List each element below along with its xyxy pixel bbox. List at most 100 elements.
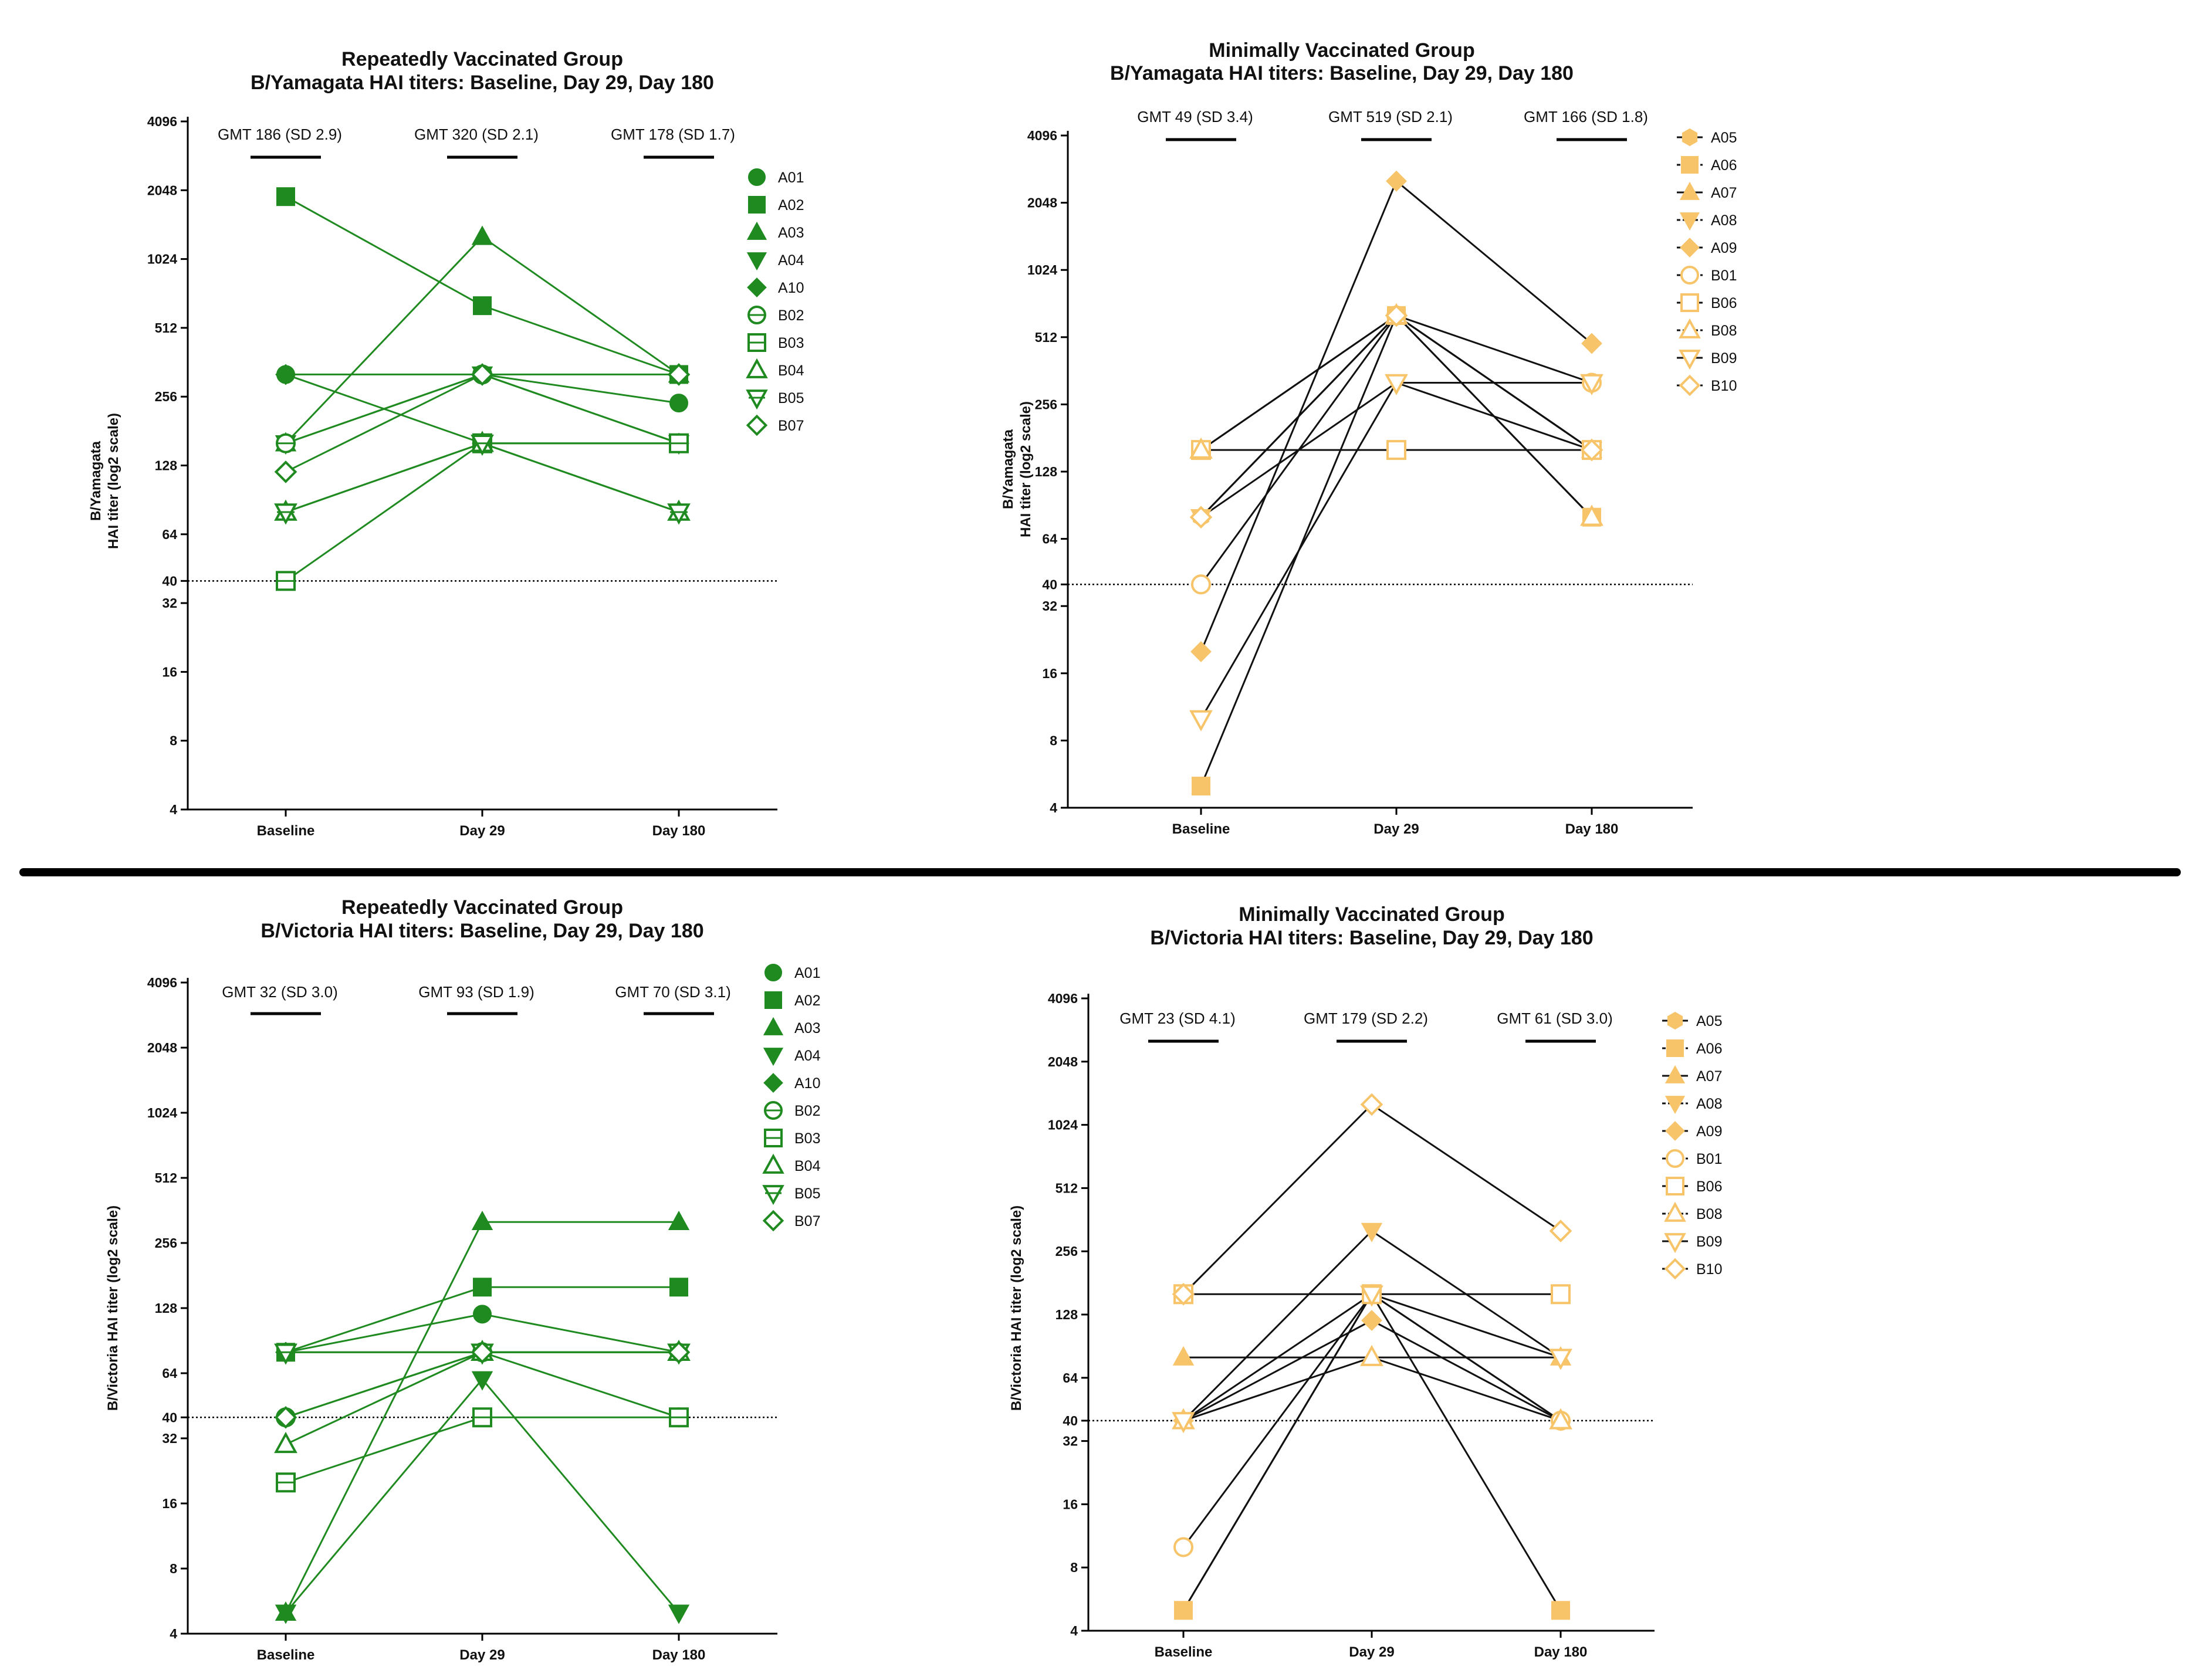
- legend-marker-A04: [763, 1048, 784, 1066]
- gmt-label: GMT 320 (SD 2.1): [414, 126, 539, 143]
- legend-label: B02: [794, 1103, 820, 1119]
- y-tick-label: 8: [170, 1561, 177, 1576]
- legend-label: B10: [1711, 378, 1737, 394]
- data-point-B09: [1172, 1412, 1195, 1434]
- y-tick-label: 32: [162, 595, 177, 611]
- legend-marker-A02: [748, 196, 766, 214]
- legend-marker-B08: [1679, 318, 1701, 338]
- y-tick-label: 2048: [1027, 195, 1057, 211]
- legend-label: B10: [1696, 1261, 1722, 1278]
- data-point-B09: [1360, 1285, 1383, 1307]
- x-tick-label: Day 180: [652, 823, 706, 839]
- legend-label: A04: [794, 1048, 821, 1064]
- y-tick-label: 40: [162, 1410, 177, 1425]
- data-point-A01: [473, 1305, 492, 1324]
- gmt-label: GMT 179 (SD 2.2): [1304, 1010, 1428, 1027]
- data-point-B06: [1551, 1284, 1571, 1305]
- legend-marker-A06: [1666, 1039, 1684, 1057]
- y-axis-label: B/Victoria HAI titer (log2 scale): [105, 1205, 121, 1411]
- data-point-A06: [1192, 777, 1210, 796]
- legend-label: B06: [1711, 295, 1737, 311]
- data-point-B08: [1580, 504, 1603, 526]
- y-tick-label: 512: [1055, 1180, 1078, 1195]
- legend-label: B02: [778, 307, 804, 324]
- y-tick-label: 4096: [147, 114, 177, 129]
- data-point-A04: [471, 1371, 493, 1391]
- legend-marker-A05: [1667, 1011, 1683, 1030]
- y-tick-label: 2048: [1048, 1054, 1078, 1069]
- legend-label: B08: [1711, 323, 1737, 339]
- y-tick-label: 2048: [147, 182, 177, 198]
- data-point-B05: [471, 434, 494, 456]
- legend-label: A10: [794, 1075, 820, 1092]
- y-tick-label: 64: [1042, 531, 1057, 547]
- data-point-A07: [1172, 1346, 1195, 1366]
- y-axis-label-line: B/Victoria HAI titer (log2 scale): [1009, 1205, 1024, 1411]
- data-point-B01: [1173, 1537, 1193, 1557]
- legend-marker-A10: [747, 277, 767, 297]
- legend-label: A06: [1696, 1041, 1722, 1057]
- data-point-B07: [471, 363, 494, 386]
- y-tick-label: 128: [1035, 464, 1058, 479]
- y-tick-label: 256: [1055, 1244, 1078, 1259]
- data-point-A04: [275, 1604, 297, 1624]
- data-point-A09: [1386, 170, 1407, 192]
- y-tick-label: 128: [155, 1300, 178, 1316]
- y-axis-label-line: B/Victoria HAI titer (log2 scale): [105, 1205, 121, 1411]
- legend-marker-A09: [1665, 1121, 1685, 1141]
- legend-marker-A07: [1665, 1065, 1686, 1083]
- y-tick-label: 128: [1055, 1307, 1078, 1322]
- y-tick-label: 256: [1035, 397, 1057, 412]
- y-tick-label: 64: [162, 527, 177, 542]
- legend-label: B06: [1696, 1178, 1722, 1195]
- legend-marker-A04: [746, 252, 767, 271]
- legend-label: A02: [794, 993, 820, 1009]
- data-point-A09: [1581, 333, 1602, 354]
- data-point-A09: [1361, 1310, 1382, 1331]
- legend-label: B03: [778, 335, 804, 351]
- y-axis-label-line: B/Yamagata: [88, 441, 104, 521]
- y-tick-label: 4096: [147, 975, 177, 990]
- legend-label: A10: [778, 280, 804, 296]
- data-point-B05: [274, 503, 297, 525]
- y-axis-label-line: HAI titer (log2 scale): [1018, 401, 1034, 537]
- gmt-label: GMT 61 (SD 3.0): [1497, 1010, 1612, 1027]
- legend-marker-B04: [746, 358, 768, 378]
- chart-subtitle: B/Yamagata HAI titers: Baseline, Day 29,…: [251, 72, 714, 94]
- data-point-B09: [1549, 1349, 1572, 1370]
- data-point-B05: [274, 1343, 297, 1365]
- y-tick-label: 40: [162, 573, 177, 588]
- y-tick-label: 8: [1050, 733, 1057, 748]
- y-tick-label: 64: [162, 1366, 177, 1381]
- legend-label: A09: [1711, 240, 1737, 256]
- x-tick-label: Day 29: [1373, 821, 1419, 837]
- data-point-A02: [473, 296, 492, 316]
- x-tick-label: Day 180: [652, 1647, 706, 1663]
- data-point-B05: [667, 503, 691, 525]
- gmt-label: GMT 32 (SD 3.0): [222, 983, 337, 1001]
- legend-marker-B06: [1680, 293, 1699, 312]
- legend-label: A08: [1711, 212, 1737, 229]
- gmt-label: GMT 70 (SD 3.1): [615, 983, 730, 1001]
- data-point-B09: [1580, 374, 1603, 395]
- data-point-B10: [1385, 304, 1408, 327]
- y-tick-label: 4: [1050, 800, 1057, 815]
- legend-label: B07: [778, 418, 804, 434]
- y-axis-label-line: HAI titer (log2 scale): [106, 413, 121, 549]
- y-tick-label: 4: [1070, 1623, 1078, 1638]
- legend-marker-A01: [764, 964, 782, 981]
- data-point-A06: [1551, 1601, 1570, 1620]
- legend-marker-A02: [764, 991, 782, 1009]
- legend-label: B05: [778, 390, 804, 407]
- data-point-A06: [1174, 1601, 1193, 1620]
- legend-label: B04: [794, 1158, 821, 1174]
- y-tick-label: 40: [1063, 1413, 1078, 1428]
- legend-label: A08: [1696, 1096, 1722, 1112]
- legend-label: A07: [1696, 1068, 1722, 1085]
- gmt-label: GMT 186 (SD 2.9): [218, 126, 342, 143]
- y-axis-label-line: B/Yamagata: [1000, 429, 1016, 509]
